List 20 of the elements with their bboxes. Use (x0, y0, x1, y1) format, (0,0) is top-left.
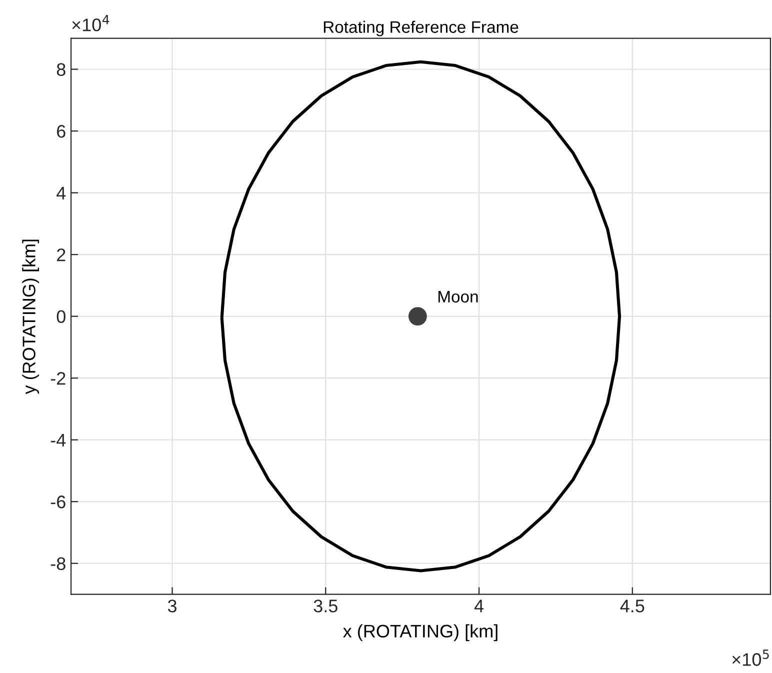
chart-title: Rotating Reference Frame (324, 20, 518, 36)
y-tick-label: 2 (57, 248, 66, 262)
x-tick-label: 4 (474, 600, 484, 612)
y-tick-label: -2 (50, 372, 66, 385)
y-tick-label: -8 (50, 557, 66, 570)
x-tick-label: 3.5 (314, 600, 338, 612)
y-tick-label: 6 (57, 124, 66, 138)
text: ×10$^{4}$ (72, 15, 110, 32)
text: ×10$^{5}$ (732, 650, 769, 666)
y-axis-title: y (ROTATING) [km] (22, 240, 39, 394)
annotation: Moon (438, 290, 478, 303)
x-axis-title: x (ROTATING) [km] (343, 624, 498, 642)
y-tick-label: -4 (50, 434, 66, 446)
line-series (220, 60, 622, 572)
x-tick-label: 4.5 (620, 600, 644, 612)
x-tick-label: 3 (168, 600, 176, 612)
y-tick-label: 0 (56, 310, 66, 324)
y-tick-label: 8 (56, 63, 66, 76)
y-tick-label: -6 (50, 496, 66, 508)
y-tick-label: 4 (56, 186, 66, 200)
